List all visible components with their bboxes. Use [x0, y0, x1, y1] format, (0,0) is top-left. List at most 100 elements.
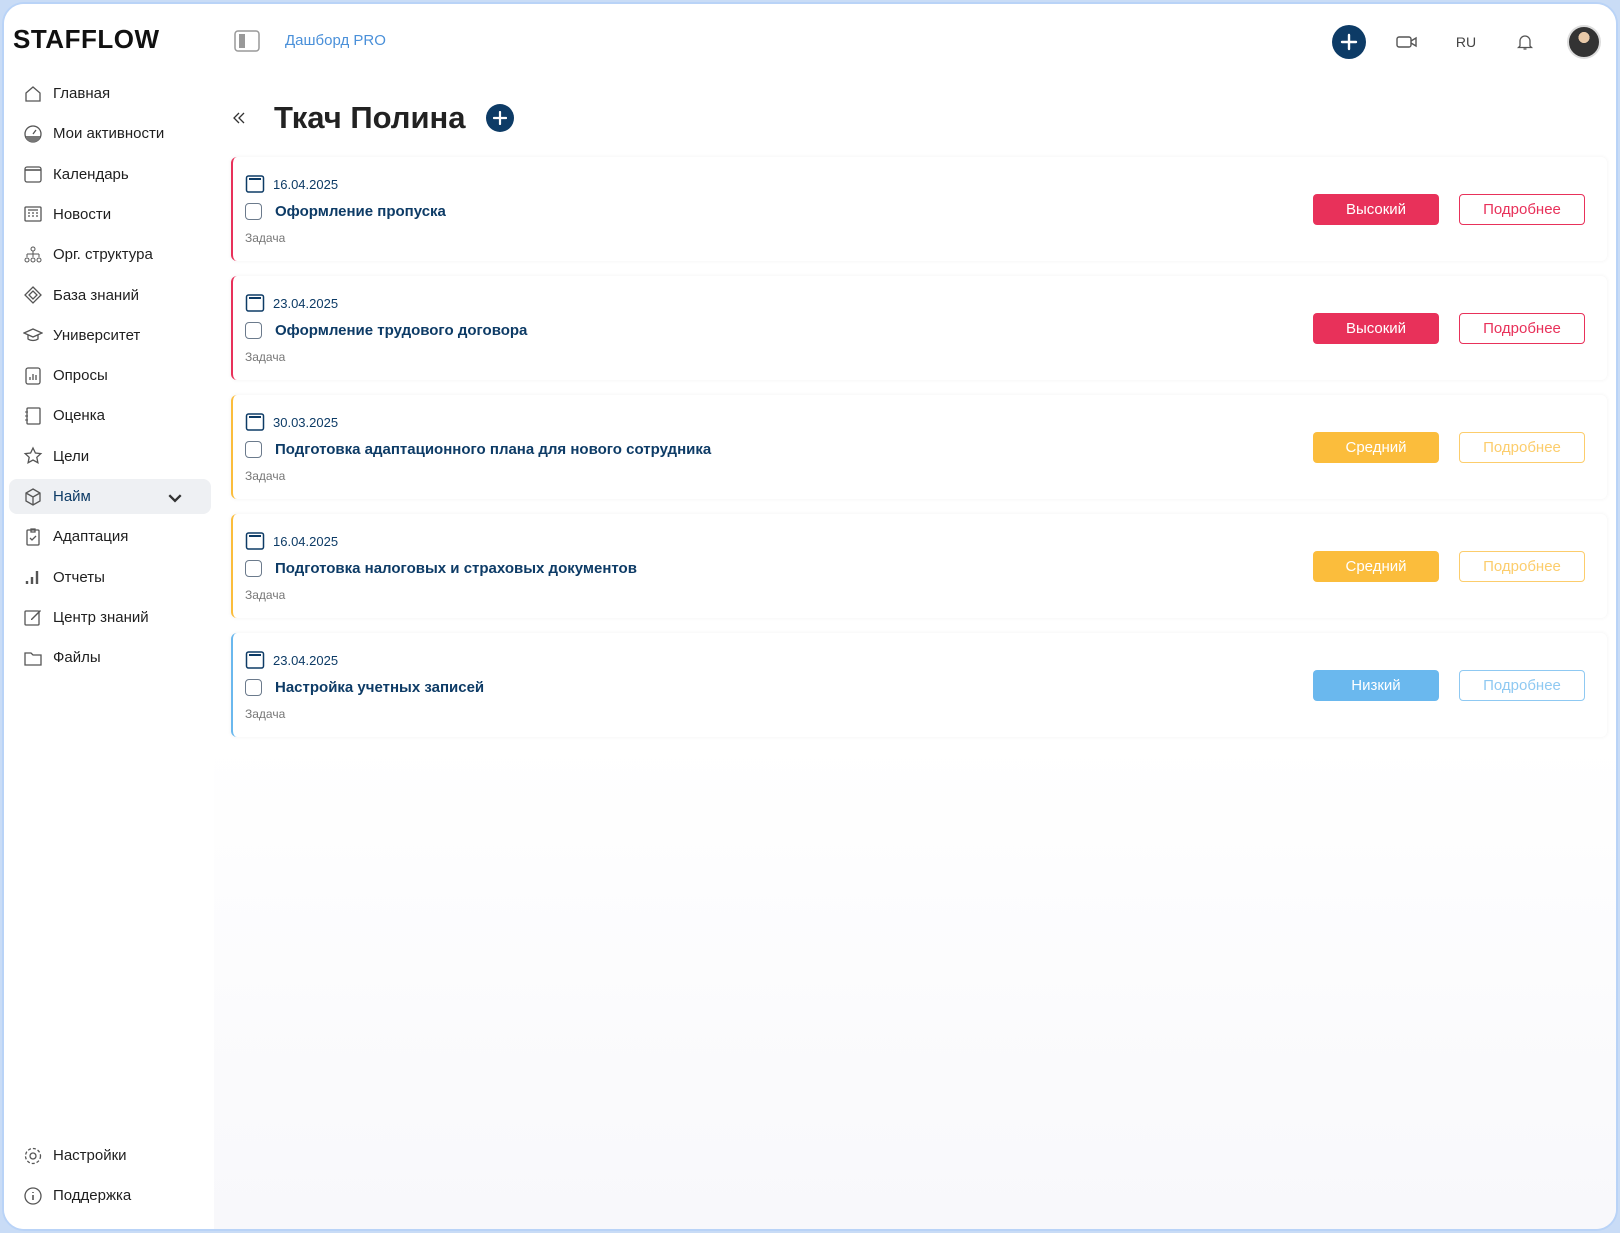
details-button[interactable]: Подробнее	[1459, 551, 1585, 582]
sidebar-item-label: Настройки	[53, 1147, 127, 1164]
chevron-down-icon[interactable]	[165, 488, 185, 508]
sidebar-item-label: Файлы	[53, 649, 101, 667]
video-icon	[1396, 36, 1417, 48]
sidebar-item-graduation-cap[interactable]: Университет	[9, 318, 211, 353]
home-icon	[25, 85, 41, 102]
plus-icon	[492, 111, 507, 125]
sidebar-item-clipboard-check[interactable]: Адаптация	[9, 519, 211, 554]
sidebar: STAFFLOW Главная Мои активности Календарь Н…	[4, 4, 214, 1229]
calendar-icon	[24, 166, 42, 183]
page-title: Ткач Полина	[274, 100, 466, 135]
sidebar-item-label: Цели	[53, 447, 90, 465]
sidebar-item-gear[interactable]: Настройки	[9, 1138, 211, 1173]
task-title[interactable]: Подготовка налоговых и страховых докумен…	[275, 560, 637, 577]
sidebar-item-edit[interactable]: Центр знаний	[9, 600, 211, 635]
plus-icon	[1340, 33, 1358, 51]
sidebar-toggle-icon[interactable]	[234, 30, 260, 52]
sidebar-item-label: Опросы	[53, 367, 108, 385]
sidebar-item-org-structure[interactable]: Орг. структура	[9, 237, 211, 272]
priority-badge: Средний	[1313, 551, 1439, 582]
back-chevrons-icon[interactable]	[232, 111, 246, 125]
task-date: 30.03.2025	[273, 414, 339, 430]
sidebar-item-home[interactable]: Главная	[9, 76, 211, 111]
gear-icon	[24, 1147, 42, 1164]
calendar-icon	[245, 532, 265, 550]
sidebar-item-label: Отчеты	[53, 568, 105, 586]
calendar-icon	[245, 413, 265, 431]
task-title[interactable]: Настройка учетных записей	[275, 679, 485, 696]
folder-icon	[24, 652, 42, 666]
video-call-button[interactable]	[1390, 25, 1424, 59]
sidebar-item-calendar[interactable]: Календарь	[9, 157, 211, 192]
calendar-icon	[245, 294, 265, 312]
sidebar-item-folder[interactable]: Файлы	[9, 640, 211, 675]
task-card: 16.04.2025 Оформление пропуска Задача Высок…	[231, 157, 1607, 261]
task-title[interactable]: Подготовка адаптационного плана для ново…	[275, 441, 712, 458]
task-type: Задача	[245, 707, 286, 721]
sidebar-item-star[interactable]: Цели	[9, 439, 211, 474]
sidebar-item-label: Адаптация	[53, 528, 129, 546]
task-checkbox[interactable]	[245, 203, 262, 220]
details-button[interactable]: Подробнее	[1459, 313, 1585, 344]
sidebar-item-label: Новости	[53, 205, 112, 223]
knowledge-base-icon	[24, 286, 42, 304]
task-checkbox[interactable]	[245, 560, 262, 577]
add-task-button[interactable]	[485, 104, 514, 132]
task-checkbox[interactable]	[245, 441, 262, 458]
sidebar-item-label: Календарь	[53, 165, 129, 183]
task-type: Задача	[245, 231, 286, 245]
news-icon	[24, 206, 42, 223]
task-checkbox[interactable]	[245, 679, 262, 696]
sidebar-item-gauge[interactable]: Мои активности	[9, 116, 211, 151]
survey-icon	[25, 366, 41, 385]
box-icon	[25, 487, 41, 506]
task-type: Задача	[245, 350, 286, 364]
task-card: 23.04.2025 Настройка учетных записей Задач…	[231, 633, 1607, 737]
sidebar-item-news[interactable]: Новости	[9, 197, 211, 232]
task-type: Задача	[245, 588, 286, 602]
sidebar-item-survey[interactable]: Опросы	[9, 358, 211, 393]
task-date: 16.04.2025	[273, 533, 339, 549]
task-title[interactable]: Оформление пропуска	[275, 203, 446, 220]
priority-badge: Высокий	[1313, 313, 1439, 344]
task-date: 16.04.2025	[273, 176, 339, 192]
task-card: 16.04.2025 Подготовка налоговых и страхов…	[231, 514, 1607, 618]
priority-badge: Низкий	[1313, 670, 1439, 701]
language-switch[interactable]: RU	[1455, 34, 1477, 50]
priority-badge: Средний	[1313, 432, 1439, 463]
sidebar-item-info[interactable]: Поддержка	[9, 1178, 211, 1213]
task-date: 23.04.2025	[273, 295, 339, 311]
calendar-icon	[245, 651, 265, 669]
sidebar-item-knowledge-base[interactable]: База знаний	[9, 278, 211, 313]
sidebar-item-box[interactable]: Найм	[9, 479, 211, 514]
task-checkbox[interactable]	[245, 322, 262, 339]
sidebar-item-assessment[interactable]: Оценка	[9, 398, 211, 433]
breadcrumb[interactable]: Дашборд PRO	[285, 32, 386, 49]
clipboard-check-icon	[26, 528, 40, 546]
sidebar-item-label: Поддержка	[53, 1187, 132, 1205]
details-button[interactable]: Подробнее	[1459, 194, 1585, 225]
sidebar-item-label: База знаний	[53, 286, 139, 304]
assessment-icon	[25, 407, 41, 425]
graduation-cap-icon	[23, 328, 43, 342]
details-button[interactable]: Подробнее	[1459, 432, 1585, 463]
bell-icon	[1517, 35, 1533, 50]
info-icon	[24, 1187, 42, 1205]
sidebar-item-label: Оценка	[53, 407, 105, 425]
sidebar-item-label: Орг. структура	[53, 246, 153, 264]
sidebar-item-label: Центр знаний	[53, 608, 149, 626]
star-icon	[23, 446, 43, 465]
sidebar-item-label: Мои активности	[53, 125, 165, 143]
task-date: 23.04.2025	[273, 652, 339, 668]
priority-badge: Высокий	[1313, 194, 1439, 225]
task-title[interactable]: Оформление трудового договора	[275, 322, 528, 339]
avatar[interactable]	[1567, 25, 1601, 59]
sidebar-item-label: Университет	[53, 326, 141, 344]
details-button[interactable]: Подробнее	[1459, 670, 1585, 701]
add-button[interactable]	[1332, 25, 1366, 59]
task-card: 30.03.2025 Подготовка адаптационного план…	[231, 395, 1607, 499]
sidebar-item-bar-chart[interactable]: Отчеты	[9, 560, 211, 595]
notifications-button[interactable]	[1508, 25, 1542, 59]
bar-chart-icon	[25, 571, 39, 585]
